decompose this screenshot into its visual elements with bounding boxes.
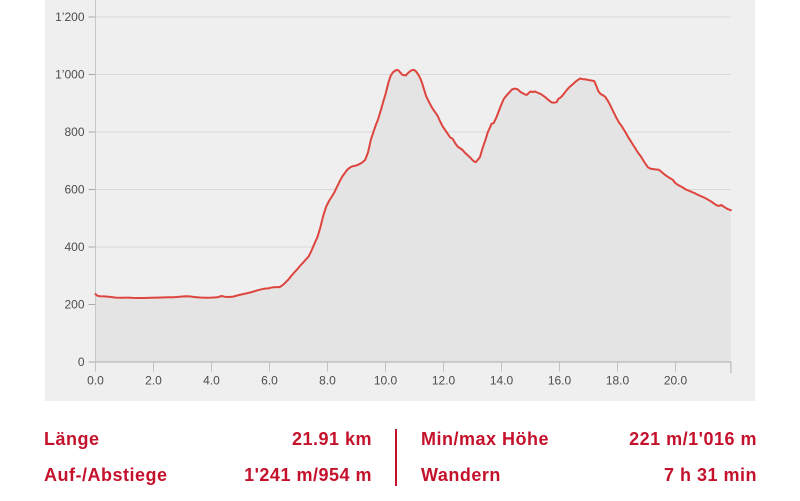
svg-text:2.0: 2.0 <box>145 374 162 388</box>
svg-text:12.0: 12.0 <box>432 374 456 388</box>
svg-text:800: 800 <box>64 125 84 139</box>
svg-text:0.0: 0.0 <box>87 374 104 388</box>
svg-text:8.0: 8.0 <box>319 374 336 388</box>
svg-text:1’200: 1’200 <box>55 10 85 24</box>
svg-text:14.0: 14.0 <box>490 374 514 388</box>
svg-text:0: 0 <box>78 355 85 369</box>
svg-text:20.0: 20.0 <box>664 374 688 388</box>
svg-text:16.0: 16.0 <box>548 374 572 388</box>
svg-text:1’000: 1’000 <box>55 68 85 82</box>
svg-text:200: 200 <box>64 298 84 312</box>
svg-text:600: 600 <box>64 183 84 197</box>
svg-text:400: 400 <box>64 240 84 254</box>
svg-text:4.0: 4.0 <box>203 374 220 388</box>
svg-text:18.0: 18.0 <box>606 374 630 388</box>
svg-text:10.0: 10.0 <box>374 374 398 388</box>
svg-text:6.0: 6.0 <box>261 374 278 388</box>
